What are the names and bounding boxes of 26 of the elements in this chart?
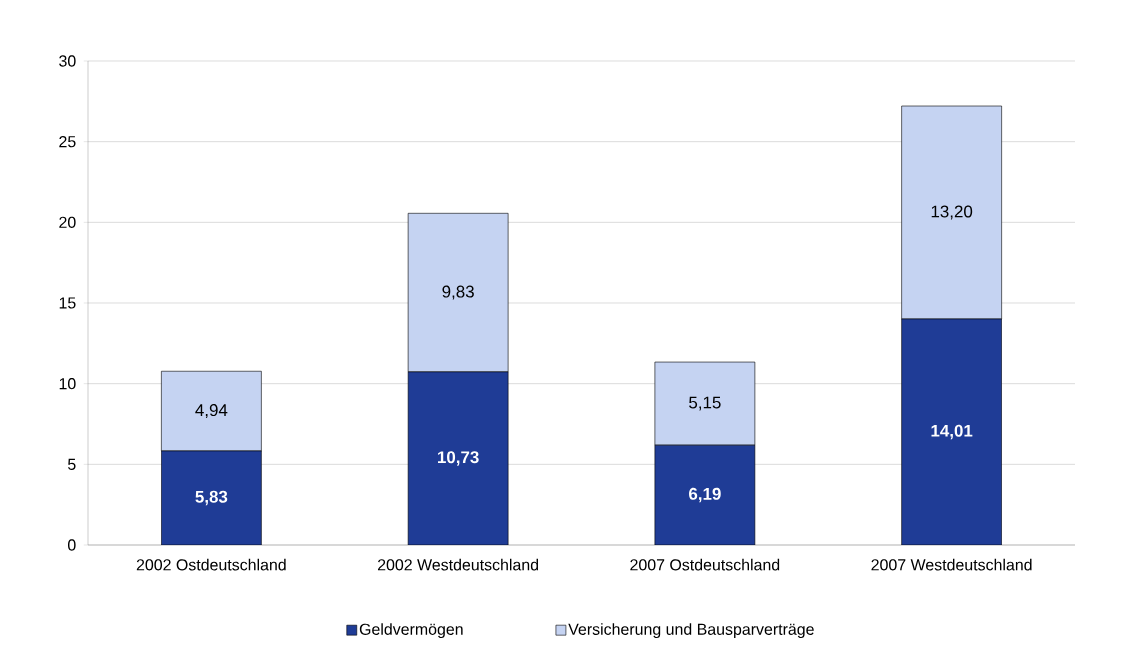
data-label: 13,20	[931, 205, 973, 220]
y-tick-label: 5	[68, 458, 76, 470]
data-label: 6,19	[689, 487, 721, 503]
bar	[654, 444, 756, 545]
y-tick-label: 30	[59, 55, 76, 67]
x-tick-label: 2002 Ostdeutschland	[136, 558, 286, 571]
legend-label: Geldvermögen	[359, 623, 463, 639]
y-tick-label: 0	[68, 539, 76, 551]
data-label: 9,83	[442, 285, 474, 300]
bar	[161, 450, 262, 545]
bar	[654, 361, 756, 446]
y-tick-label: 20	[59, 216, 76, 228]
y-tick-label: 15	[59, 297, 76, 309]
x-tick-label: 2002 Westdeutschland	[377, 558, 539, 571]
x-tick-label: 2007 Westdeutschland	[871, 558, 1032, 571]
data-label: 10,73	[438, 451, 479, 466]
bar	[901, 318, 1002, 545]
data-label: 14,01	[931, 424, 973, 440]
bar	[407, 371, 509, 545]
data-label: 5,15	[689, 396, 721, 411]
data-label: 4,94	[195, 404, 228, 419]
y-tick-label: 25	[59, 136, 76, 148]
y-tick-label: 10	[59, 378, 76, 390]
x-tick-label: 2007 Ostdeutschland	[630, 558, 780, 571]
legend-label: Versicherung und Bausparverträge	[568, 623, 814, 639]
data-label: 5,83	[195, 490, 228, 506]
